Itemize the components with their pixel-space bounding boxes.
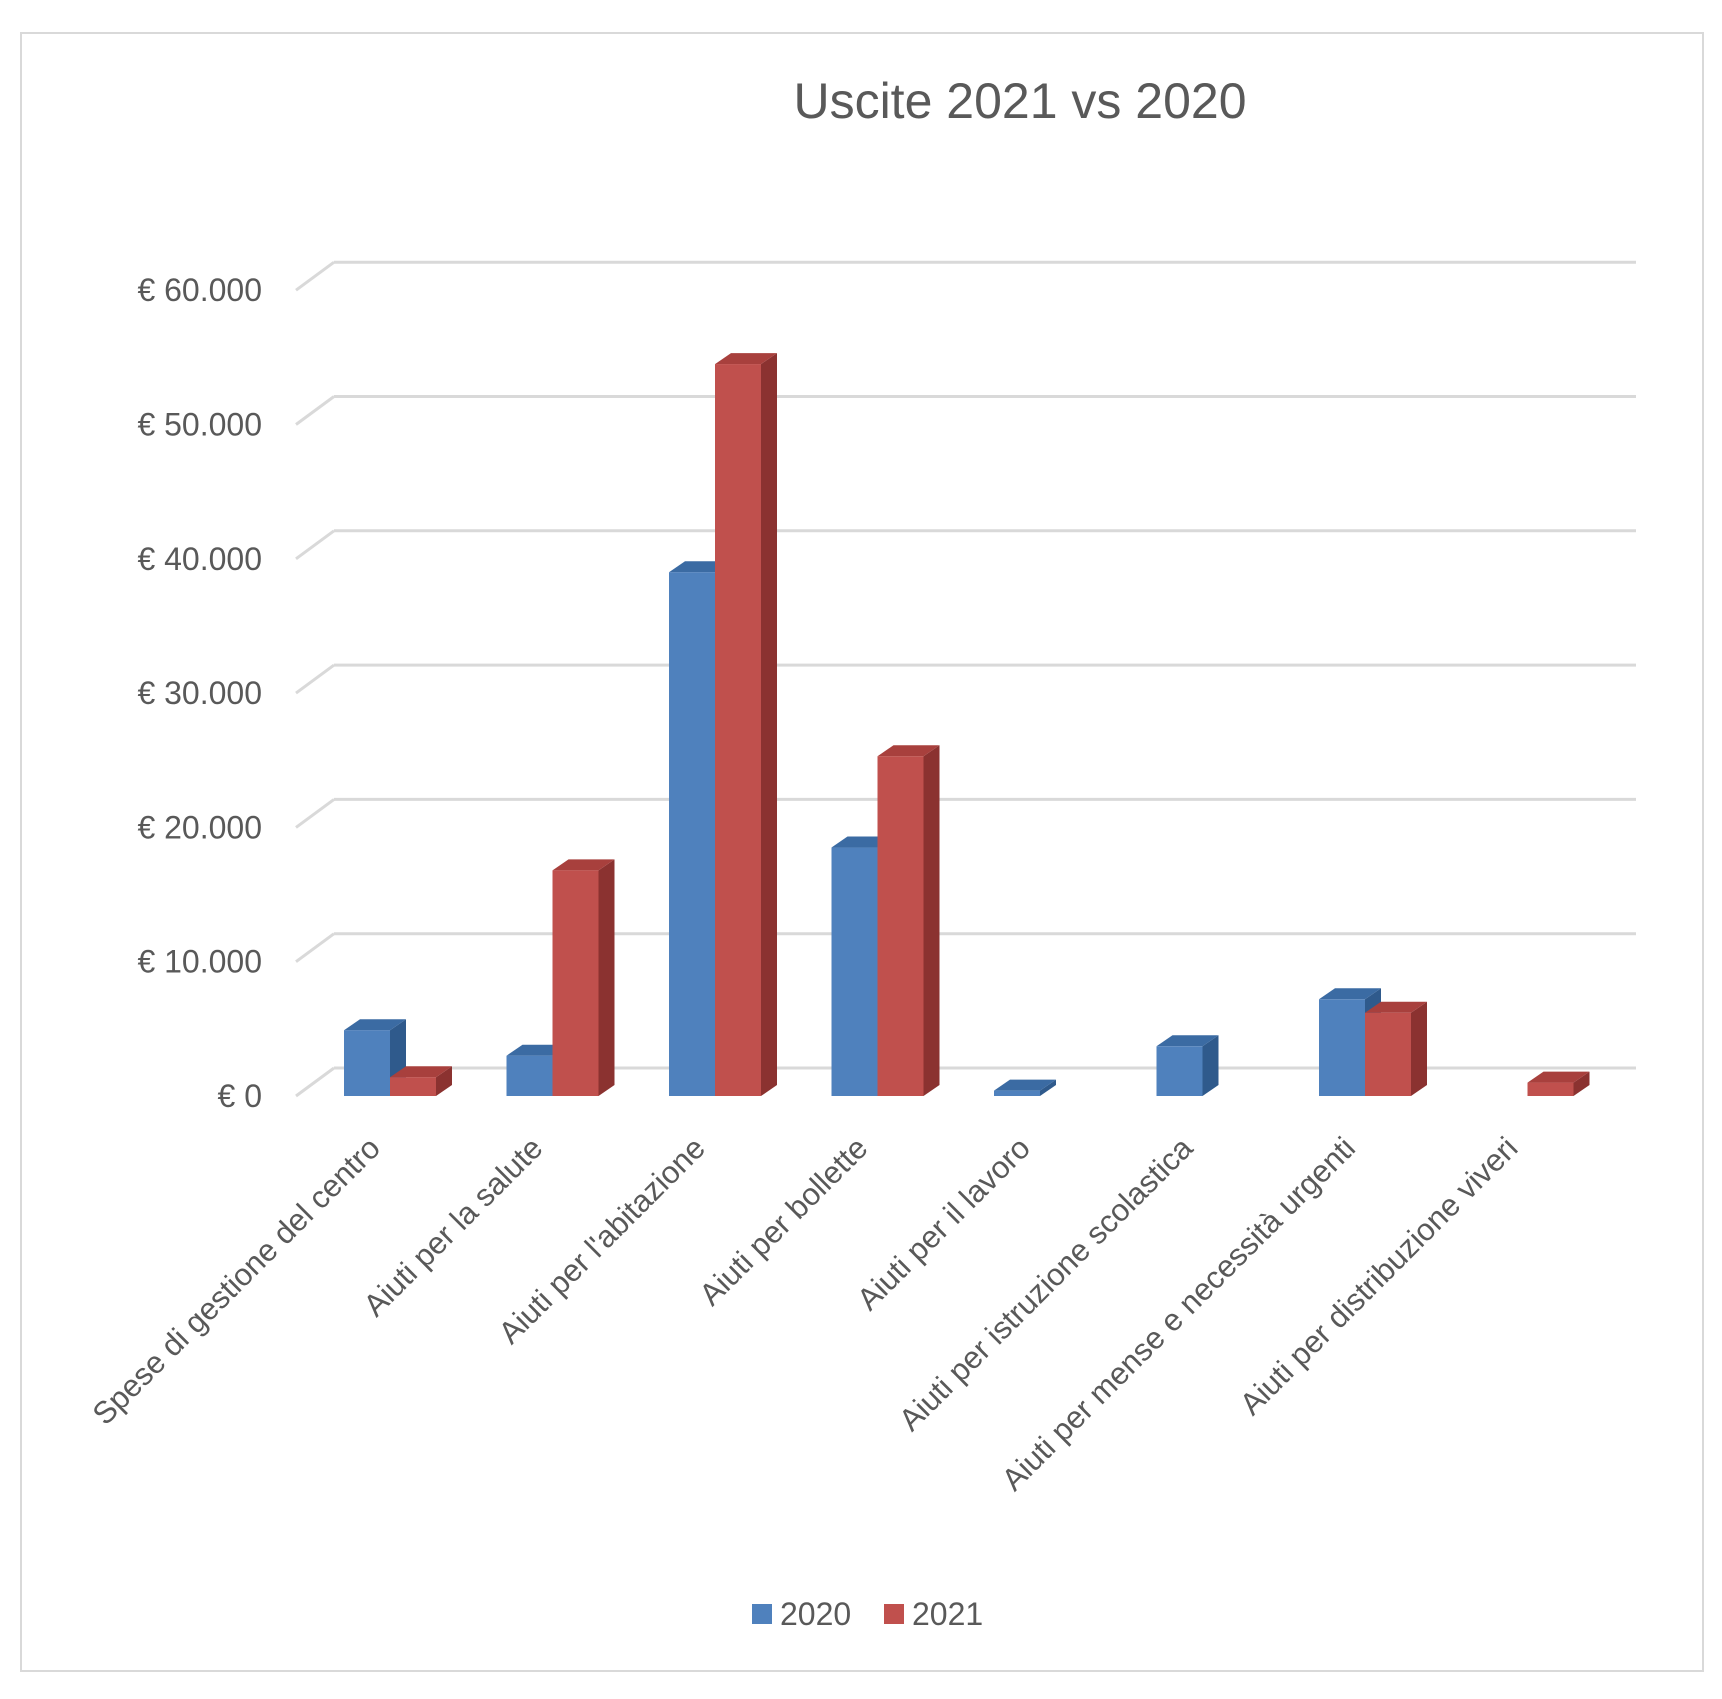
bar-2020	[994, 1079, 1056, 1096]
y-tick-label: € 20.000	[137, 809, 262, 845]
gridline-diagonal	[295, 260, 335, 292]
bar-front	[506, 1055, 553, 1096]
bar-2021	[390, 1066, 452, 1096]
bar-front	[994, 1090, 1040, 1096]
gridline-diagonal	[295, 529, 335, 561]
y-tick-label: € 10.000	[137, 944, 262, 980]
bar-top	[715, 353, 777, 365]
bar-front	[1365, 1012, 1411, 1096]
bar-2020	[1156, 1035, 1219, 1096]
x-tick-label: Aiuti per mense e necessità urgenti	[995, 1130, 1362, 1497]
bar-2021	[552, 859, 615, 1096]
legend-swatch	[752, 1604, 772, 1624]
bar-top	[390, 1066, 452, 1078]
bar-top	[994, 1079, 1056, 1091]
bar-side	[761, 353, 777, 1096]
bar-top	[1319, 988, 1381, 1000]
x-tick-label: Aiuti per istruzione scolastica	[892, 1130, 1200, 1438]
x-tick-label: Aiuti per distribuzione viveri	[1233, 1130, 1525, 1422]
legend-label: 2020	[780, 1596, 851, 1632]
bar-front	[344, 1030, 390, 1096]
bar-2021	[1365, 1001, 1427, 1096]
gridlines	[295, 260, 1636, 1098]
bar-top	[1365, 1001, 1427, 1013]
x-tick-label: Aiuti per il lavoro	[850, 1130, 1037, 1317]
bar-front	[1156, 1046, 1203, 1096]
x-tick-label: Aiuti per la salute	[357, 1130, 550, 1323]
bar-side	[1202, 1035, 1219, 1096]
bar-top	[1527, 1071, 1590, 1083]
bar-side	[436, 1066, 452, 1096]
bar-front	[1319, 999, 1365, 1096]
legend-item-2021: 2021	[884, 1596, 983, 1632]
y-tick-label: € 50.000	[137, 407, 262, 443]
bars	[344, 353, 1590, 1096]
y-tick-label: € 0	[218, 1078, 262, 1114]
legend-label: 2021	[912, 1596, 983, 1632]
gridline-diagonal	[295, 1066, 335, 1098]
gridline-diagonal	[295, 798, 335, 829]
gridline-diagonal	[295, 932, 335, 963]
bar-front	[552, 870, 599, 1096]
y-tick-label: € 30.000	[137, 675, 262, 711]
gridline-diagonal	[295, 395, 335, 426]
gridline-diagonal	[295, 663, 335, 695]
bar-2021	[715, 353, 777, 1096]
y-tick-label: € 40.000	[137, 541, 262, 577]
bar-top	[344, 1019, 406, 1031]
bar-side	[923, 745, 940, 1096]
bar-front	[715, 364, 761, 1096]
bar-top	[1156, 1035, 1219, 1047]
bar-front	[390, 1077, 436, 1096]
bar-2021	[1527, 1071, 1590, 1096]
x-tick-label: Spese di gestione del centro	[86, 1130, 387, 1431]
legend: 2020 2021	[752, 1596, 983, 1632]
bar-top	[877, 745, 940, 757]
bar-top	[552, 859, 615, 871]
y-tick-label: € 60.000	[137, 272, 262, 308]
y-axis-ticks: € 0 € 10.000 € 20.000 € 30.000 € 40.000 € 50.…	[137, 272, 262, 1114]
bar-2021	[877, 745, 940, 1096]
chart-title: Uscite 2021 vs 2020	[793, 73, 1246, 129]
x-tick-label: Aiuti per bollette	[693, 1130, 875, 1312]
bar-side	[598, 859, 615, 1096]
legend-swatch	[884, 1604, 904, 1624]
bar-side	[1040, 1079, 1056, 1096]
bar-front	[831, 847, 878, 1096]
bar-side	[1411, 1001, 1427, 1096]
bar-side	[1573, 1071, 1590, 1096]
bar-front	[877, 756, 924, 1096]
bar-front	[1527, 1082, 1574, 1096]
legend-item-2020: 2020	[752, 1596, 851, 1632]
bar-front	[669, 572, 715, 1096]
